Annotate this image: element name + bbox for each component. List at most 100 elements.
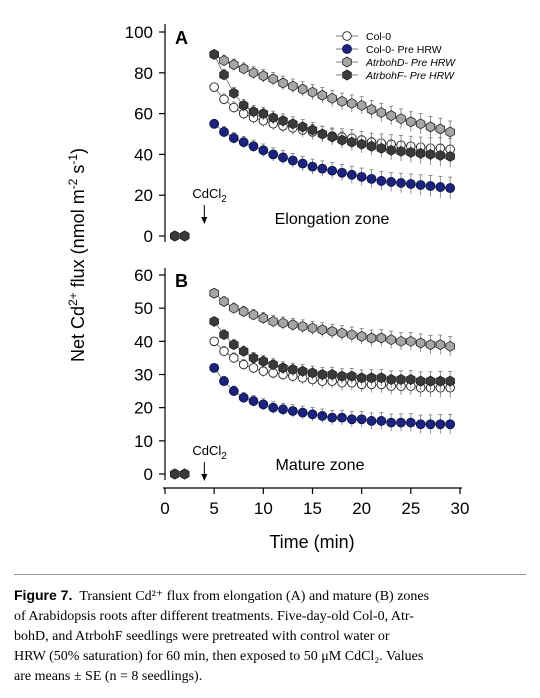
data-point — [415, 337, 426, 349]
data-point — [396, 113, 406, 125]
data-point — [425, 181, 436, 191]
legend-marker — [342, 44, 352, 54]
data-point — [435, 419, 446, 430]
legend-entry: Col-0 — [366, 31, 391, 43]
series-3 — [170, 48, 455, 242]
caption-divider — [14, 574, 526, 575]
data-point — [258, 70, 269, 82]
data-point — [268, 359, 278, 371]
y-label-text: flux (nmol m — [68, 189, 88, 292]
data-point — [248, 106, 259, 118]
data-point — [228, 133, 239, 143]
cdcl2-annotation: CdCl2 — [192, 186, 227, 205]
y-label-text: Net Cd — [68, 306, 88, 362]
data-point — [258, 312, 269, 324]
data-point — [347, 329, 357, 341]
data-point — [170, 230, 180, 242]
data-point — [406, 335, 416, 347]
data-point — [376, 176, 387, 186]
y-tick-label: 20 — [134, 186, 153, 205]
data-point — [386, 110, 396, 122]
cdcl2-annotation: CdCl2 — [192, 443, 227, 462]
data-point — [376, 416, 387, 426]
x-axis-label: Time (min) — [269, 532, 354, 552]
x-tick-label: 0 — [160, 499, 169, 518]
data-point — [229, 353, 239, 363]
data-point — [307, 124, 318, 136]
cdcl2-arrow-head — [201, 474, 208, 481]
legend-marker — [342, 56, 352, 68]
y-tick-label: 50 — [134, 299, 153, 318]
series-2 — [170, 287, 455, 480]
data-point — [238, 63, 249, 75]
data-point — [445, 150, 455, 162]
y-tick-label: 60 — [134, 105, 153, 124]
data-point — [406, 116, 416, 128]
data-point — [248, 309, 259, 321]
data-point — [248, 396, 259, 406]
zone-label: Mature zone — [276, 457, 365, 474]
y-axis-label: Net Cd2+ flux (nmol m-2 s-1) — [66, 148, 88, 362]
data-point — [268, 73, 278, 85]
panel-a: 0 20 40 60 80 100 A CdCl2 Elongation zone Col-0Co… — [125, 23, 457, 246]
data-point — [425, 339, 436, 351]
data-point — [435, 182, 446, 192]
data-point — [396, 178, 406, 188]
data-point — [337, 134, 347, 146]
y-tick-label: 60 — [134, 266, 153, 285]
y-tick-label: 10 — [134, 432, 153, 451]
data-point — [307, 86, 318, 98]
data-point — [317, 89, 328, 101]
data-point — [297, 320, 308, 332]
data-point — [278, 152, 288, 163]
data-point — [366, 416, 377, 426]
data-point — [337, 412, 347, 423]
data-point — [238, 359, 249, 370]
data-point — [435, 339, 446, 351]
x-tick-label: 15 — [303, 499, 322, 518]
data-point — [356, 372, 367, 384]
data-point — [229, 339, 239, 351]
data-point — [346, 414, 357, 425]
data-point — [337, 95, 347, 107]
data-point — [170, 468, 180, 480]
data-point — [415, 375, 426, 387]
data-point — [366, 104, 377, 115]
data-point — [356, 414, 367, 425]
data-point — [405, 417, 416, 428]
caption-line-1: Transient Cd²⁺ flux from elongation (A) … — [79, 589, 430, 604]
data-point — [415, 118, 426, 130]
panel-b: 0 10 20 30 40 50 60 B CdCl2 Mature zone — [134, 266, 456, 484]
data-point — [248, 352, 259, 364]
data-point — [258, 399, 269, 410]
data-point — [445, 126, 455, 138]
data-point — [366, 140, 377, 152]
data-point — [268, 402, 279, 413]
data-point — [268, 149, 279, 160]
y-label-text: s — [68, 165, 88, 179]
caption-line-2: of Arabidopsis roots after different tre… — [14, 609, 414, 624]
data-point — [297, 158, 308, 169]
data-point — [425, 375, 436, 387]
data-point — [268, 112, 278, 124]
y-label-superscript: -1 — [66, 154, 80, 165]
data-point — [297, 121, 308, 133]
zone-label: Elongation zone — [275, 211, 390, 228]
caption-line-4: HRW (50% saturation) for 60 min, then ex… — [14, 649, 424, 664]
data-point — [209, 48, 219, 60]
data-point — [278, 362, 288, 374]
data-point — [366, 173, 377, 184]
data-point — [238, 137, 249, 148]
data-point — [396, 374, 406, 385]
data-point — [278, 77, 288, 89]
data-point — [209, 118, 220, 129]
data-point — [248, 67, 259, 79]
data-point — [229, 102, 239, 113]
data-point — [396, 417, 406, 428]
data-point — [219, 55, 229, 67]
data-point — [337, 370, 347, 382]
panel-label: B — [175, 271, 188, 291]
y-tick-label: 40 — [134, 332, 153, 351]
